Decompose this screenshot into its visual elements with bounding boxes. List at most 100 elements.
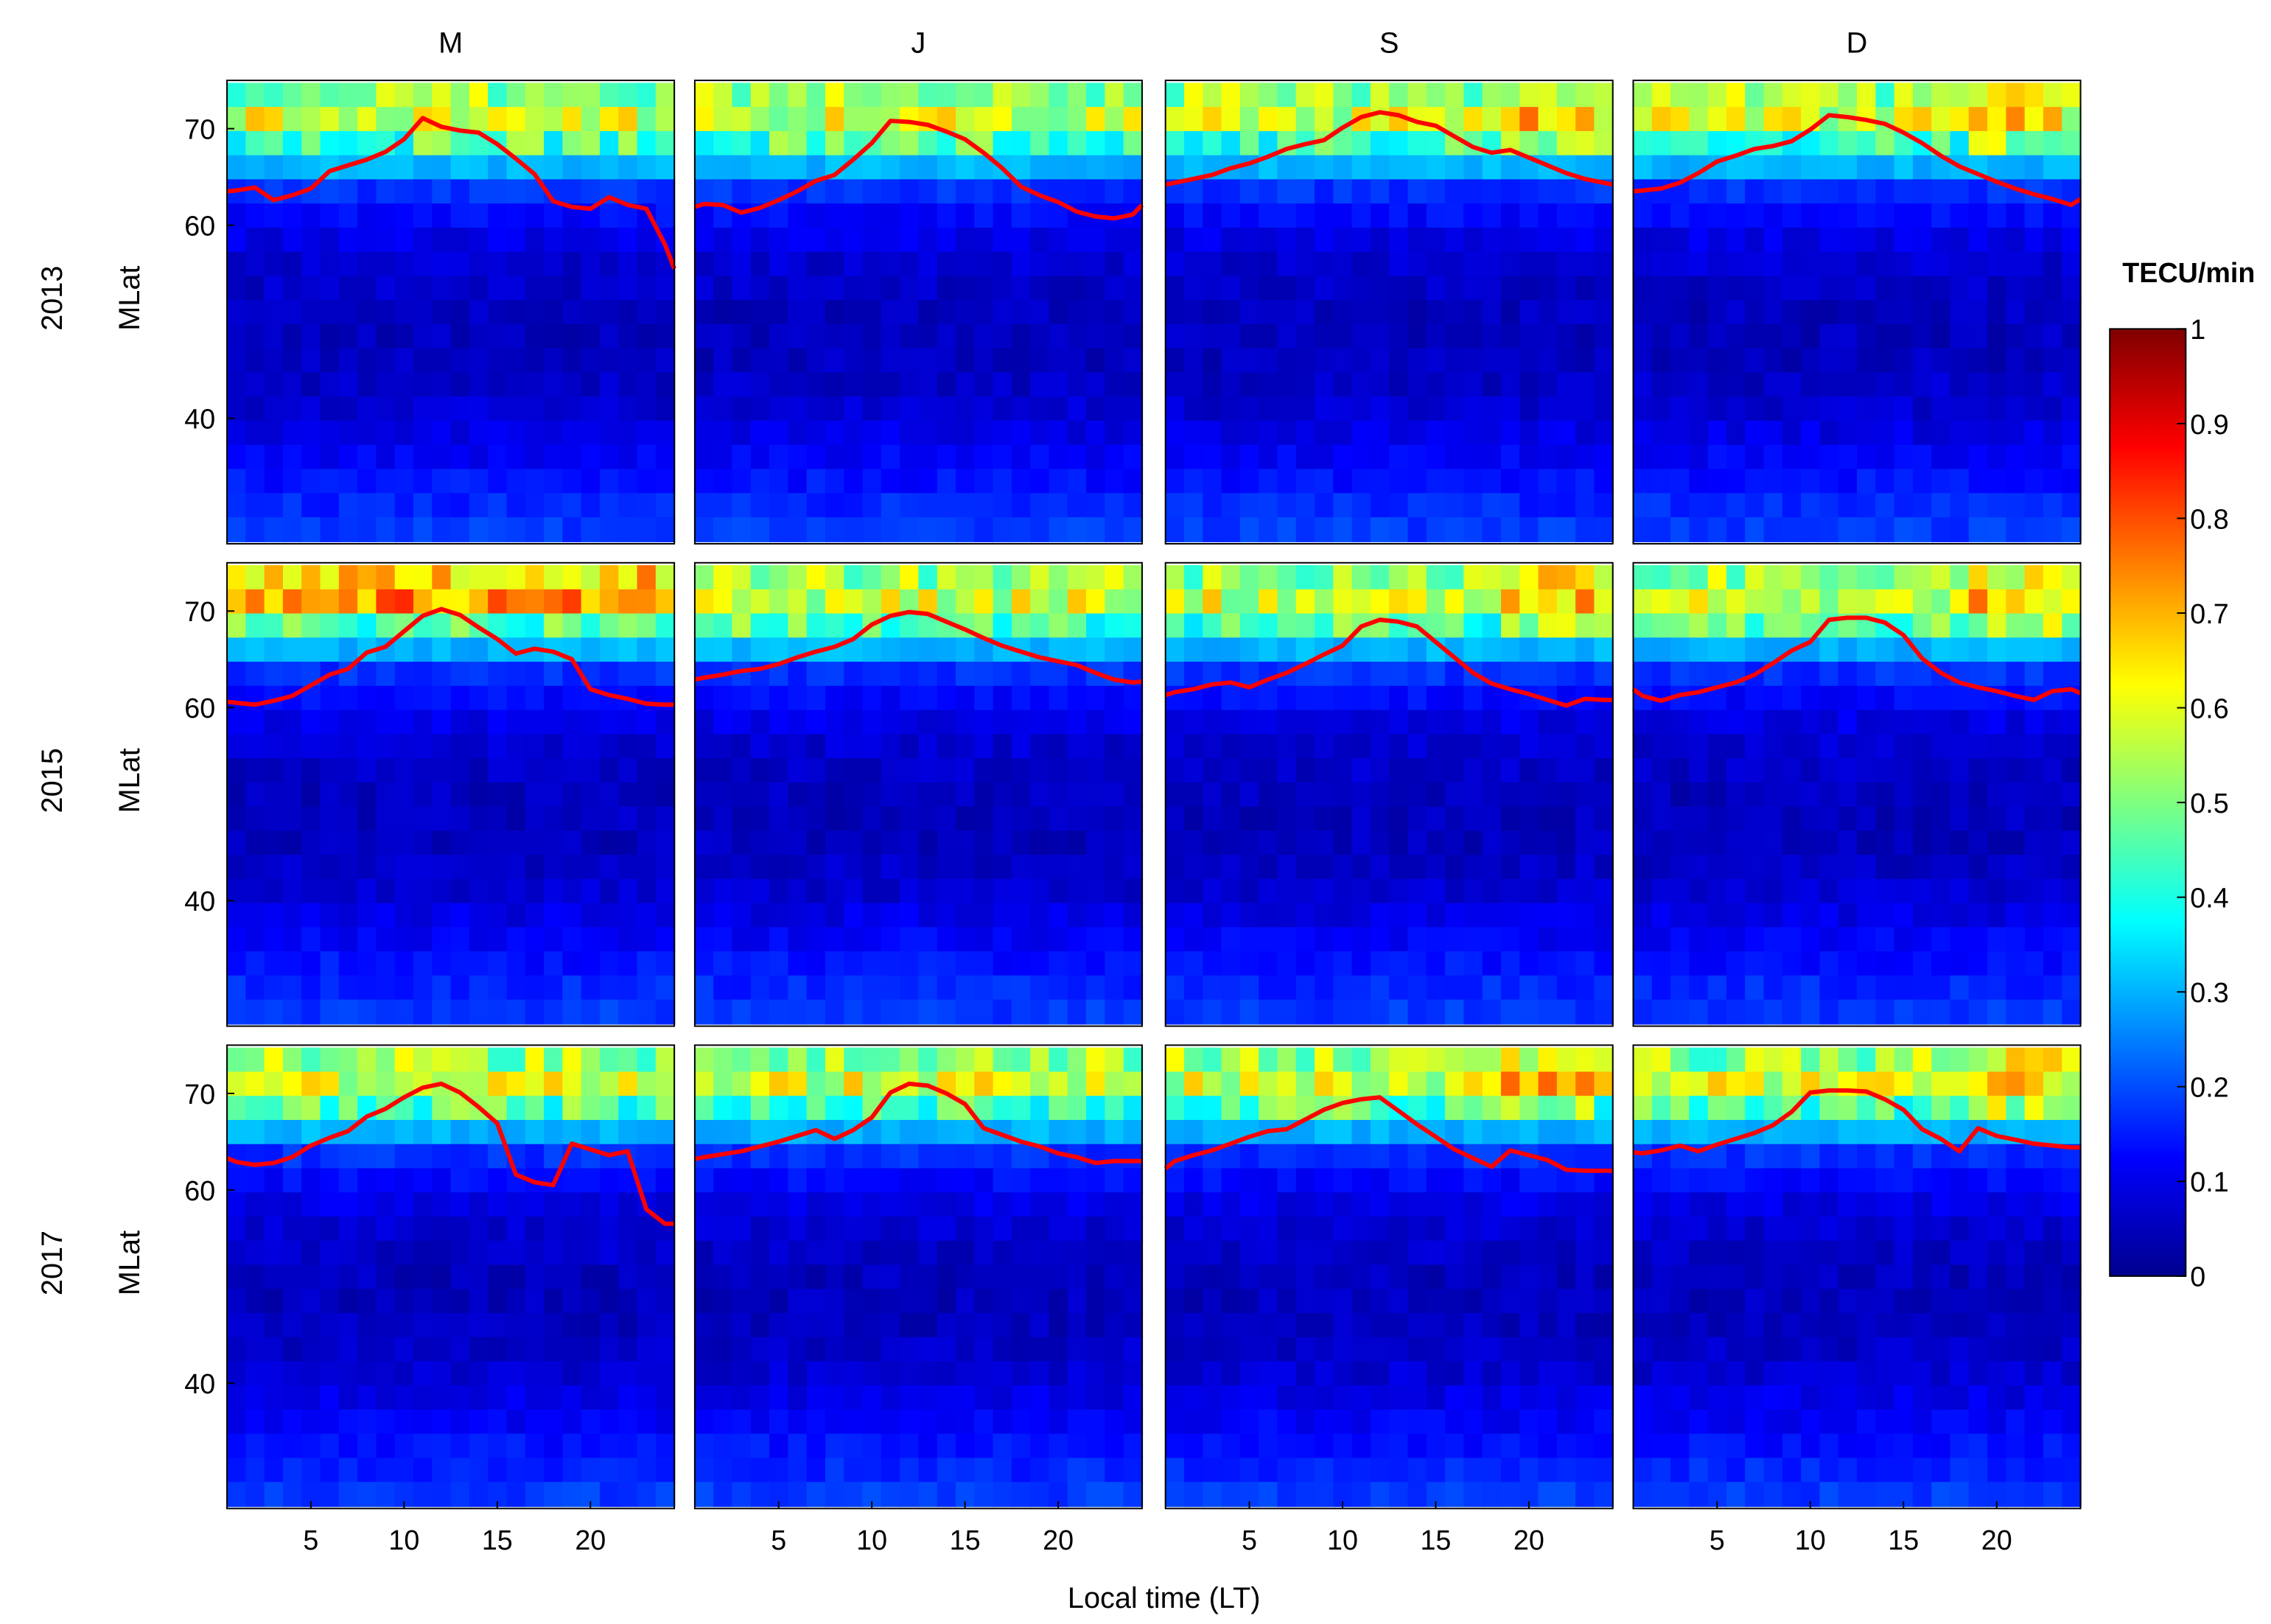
heatmap-cell [338,734,359,760]
heatmap-cell [937,710,957,735]
heatmap-cell [1801,662,1821,687]
heatmap-cell [1782,155,1802,181]
heatmap-cell [562,1216,582,1242]
heatmap-cell [1011,517,1032,542]
heatmap-cell [562,1119,582,1145]
heatmap-cell [1482,1385,1502,1411]
heatmap-cell [1426,155,1446,181]
heatmap-cell [1875,348,1895,374]
heatmap-cell [357,1312,377,1338]
heatmap-cell [918,372,938,398]
heatmap-cell [1030,855,1050,881]
heatmap-cell [1165,855,1186,881]
heatmap-cell [1123,420,1144,446]
heatmap-cell [1745,444,1765,470]
heatmap-cell [1030,1119,1050,1145]
heatmap-cell [413,927,433,953]
heatmap-cell [1445,999,1465,1025]
heatmap-cell [1105,1216,1124,1242]
heatmap-cell [320,782,340,808]
heatmap-cell [825,830,845,856]
heatmap-cell [1594,927,1614,953]
heatmap-cell [2024,348,2045,374]
heatmap-cell [2024,420,2045,446]
heatmap-cell [1221,637,1242,663]
heatmap-cell [732,1240,752,1266]
heatmap-cell [806,855,827,881]
heatmap-cell [1689,710,1709,735]
heatmap-cell [1277,1289,1297,1315]
heatmap-cell [1519,1289,1539,1315]
heatmap-cell [525,1071,545,1097]
heatmap-cell [320,130,340,156]
heatmap-cell [1370,758,1390,784]
heatmap-cell [655,927,676,953]
heatmap-cell [1067,1409,1088,1435]
heatmap-cell [1726,348,1746,374]
heatmap-cell [618,806,638,832]
heatmap-cell [1203,1312,1222,1338]
heatmap-cell [1950,130,1970,156]
heatmap-cell [1912,276,1933,301]
heatmap-cell [357,855,377,881]
heatmap-cell [1239,1337,1260,1362]
heatmap-cell [1295,782,1316,808]
heatmap-cell [264,203,284,229]
heatmap-cell [2043,323,2063,349]
heatmap-cell [1987,517,2007,542]
heatmap-cell [1049,493,1068,519]
heatmap-cell [2024,300,2045,326]
heatmap-cell [1295,975,1316,1001]
heatmap-cell [2006,130,2026,156]
heatmap-cell [1067,469,1088,494]
heatmap-cell [1295,1312,1316,1338]
heatmap-cell [937,1096,957,1121]
heatmap-cell [506,1119,526,1145]
heatmap-cell [900,1409,920,1435]
heatmap-cell [1426,1192,1446,1218]
heatmap-cell [525,903,545,928]
heatmap-cell [1857,999,1877,1025]
heatmap-cell [1819,517,1839,542]
heatmap-cell [488,782,508,808]
heatmap-cell [450,1047,471,1073]
heatmap-cell [1726,251,1746,277]
heatmap-cell [694,903,715,928]
heatmap-cell [1183,1312,1204,1338]
heatmap-cell [1295,710,1316,735]
heatmap-cell [488,396,508,422]
boundary-line-2015-D [1631,615,2082,704]
heatmap-cell [1123,155,1144,181]
heatmap-cell [525,227,545,253]
heatmap-cell [769,999,789,1025]
heatmap-cell [1538,1240,1558,1266]
heatmap-cell [581,710,601,735]
heatmap-cell [376,1264,396,1290]
heatmap-cell [732,444,752,470]
heatmap-cell [900,251,920,277]
heatmap-cell [637,855,657,881]
heatmap-cell [637,1385,657,1411]
heatmap-cell [844,1264,864,1290]
heatmap-cell [955,1433,976,1459]
heatmap-cell [825,469,845,494]
heatmap-cell [1931,782,1951,808]
heatmap-cell [245,1433,265,1459]
heatmap-cell [900,1119,920,1145]
heatmap-cell [1067,589,1088,615]
heatmap-cell [581,878,601,904]
heatmap-cell [1726,493,1746,519]
heatmap-cell [301,927,321,953]
heatmap-cell [1426,758,1446,784]
heatmap-cell [264,758,284,784]
heatmap-cell [1987,300,2007,326]
heatmap-cell [1333,999,1353,1025]
heatmap-cell [1165,1071,1186,1097]
heatmap-cell [1389,1168,1409,1194]
heatmap-cell [618,927,638,953]
heatmap-cell [264,444,284,470]
heatmap-cell [788,927,808,953]
heatmap-cell [1315,179,1334,205]
heatmap-cell [376,227,396,253]
heatmap-cell [432,372,452,398]
